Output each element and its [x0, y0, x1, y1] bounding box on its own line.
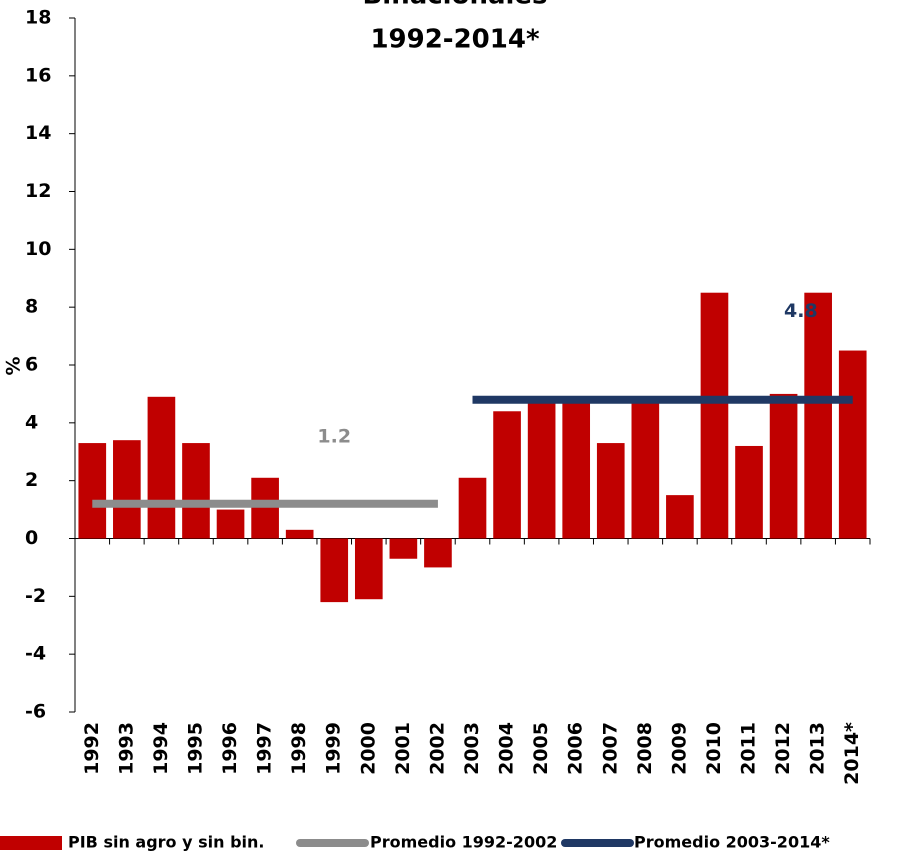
x-tick-label: 2009	[668, 722, 690, 775]
bar	[493, 411, 521, 539]
bar	[631, 402, 660, 539]
bar	[78, 443, 107, 539]
x-tick-label: 2010	[703, 722, 725, 775]
bar	[285, 529, 314, 539]
bar	[424, 538, 452, 568]
chart-title: Binacionales	[362, 0, 547, 11]
y-tick-label: 14	[25, 122, 51, 144]
x-tick-label: 2011	[738, 722, 760, 775]
y-tick-label: 18	[25, 7, 51, 29]
y-tick-label: 10	[25, 238, 51, 260]
bar	[182, 443, 210, 539]
bar	[769, 393, 798, 539]
y-tick-label: -6	[25, 701, 46, 723]
data-label: 1.2	[317, 425, 351, 447]
x-tick-label: 1993	[115, 722, 137, 775]
x-tick-label: 1995	[184, 722, 206, 775]
legend-swatch	[0, 836, 62, 850]
y-tick-label: 2	[25, 469, 38, 491]
legend-label: PIB sin agro y sin bin.	[68, 833, 265, 852]
bar	[113, 440, 141, 539]
x-tick-label: 2008	[634, 722, 656, 775]
x-tick-label: 2006	[565, 722, 587, 775]
chart-title: 1992-2014*	[370, 25, 540, 55]
x-tick-label: 2013	[807, 722, 829, 775]
x-tick-label: 2000	[357, 722, 379, 775]
y-tick-label: 0	[25, 527, 38, 549]
x-tick-label: 1992	[81, 722, 103, 775]
data-label: 4.8	[784, 300, 818, 322]
y-tick-label: -4	[25, 643, 46, 665]
x-tick-label: 2004	[496, 722, 518, 775]
bar	[700, 292, 729, 539]
bar	[596, 443, 625, 539]
x-tick-label: 1999	[323, 722, 345, 775]
x-tick-label: 2003	[461, 722, 483, 775]
y-axis-label: %	[3, 356, 25, 375]
bar	[562, 396, 591, 539]
x-tick-label: 2012	[772, 722, 794, 775]
y-tick-label: 8	[25, 296, 38, 318]
bar	[147, 396, 176, 539]
y-tick-label: 16	[25, 64, 51, 86]
bar	[458, 477, 487, 539]
bar	[527, 402, 556, 539]
bar	[838, 350, 867, 539]
bar	[804, 292, 832, 539]
legend-label: Promedio 2003-2014*	[634, 833, 830, 852]
bar	[216, 509, 245, 539]
x-tick-label: 2007	[599, 722, 621, 775]
bar	[354, 538, 383, 600]
y-tick-label: 12	[25, 180, 51, 202]
bar	[735, 445, 763, 539]
x-tick-label: 1998	[288, 722, 310, 775]
x-tick-label: 2005	[530, 722, 552, 775]
legend-label: Promedio 1992-2002	[370, 833, 557, 852]
x-tick-label: 1997	[254, 722, 276, 775]
bar	[251, 477, 279, 539]
x-tick-label: 1994	[150, 722, 172, 775]
x-tick-label: 1996	[219, 722, 241, 775]
x-tick-label: 2014*	[841, 722, 863, 785]
x-tick-label: 2002	[426, 722, 448, 775]
bar	[666, 495, 694, 539]
y-tick-label: 6	[25, 354, 38, 376]
y-tick-label: 4	[25, 411, 38, 433]
y-tick-label: -2	[25, 585, 46, 607]
bar	[389, 538, 418, 559]
x-tick-label: 2001	[392, 722, 414, 775]
bar	[320, 538, 349, 603]
